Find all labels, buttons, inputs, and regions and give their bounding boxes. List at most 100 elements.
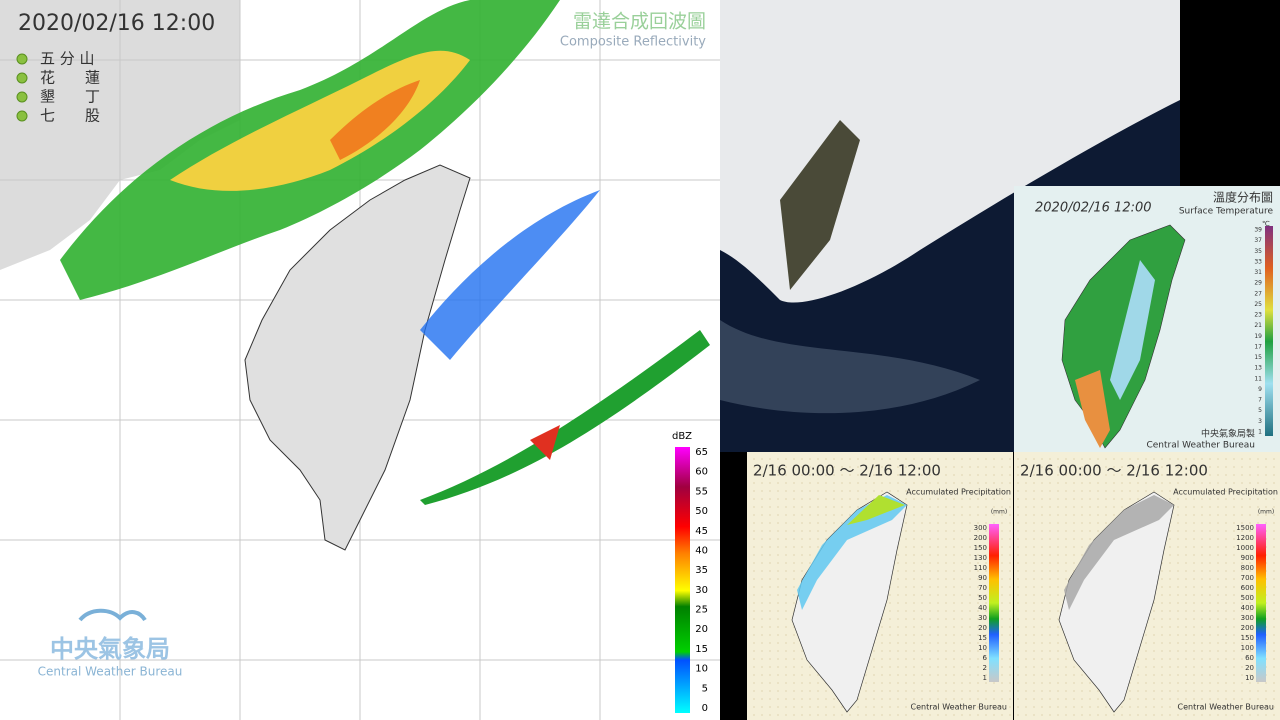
dbz-label: 5 [702, 683, 708, 694]
precip-colorbar [1256, 524, 1266, 682]
station-dot [16, 53, 28, 65]
precip-label: 300 [1241, 614, 1254, 622]
precip-label: 100 [1241, 644, 1254, 652]
precip-label: 150 [974, 544, 987, 552]
precip-label: 30 [978, 614, 987, 622]
precip-label: 900 [1241, 554, 1254, 562]
rain-area [797, 495, 907, 610]
temp-label: 15 [1254, 354, 1262, 361]
rain-heavy [847, 495, 905, 525]
radar-subtitle: Composite Reflectivity [560, 35, 706, 50]
precip-label: 6 [983, 654, 988, 662]
station-name: 花 蓮 [40, 69, 100, 87]
precip-label: 90 [978, 574, 987, 582]
temp-unit: ℃ [1262, 220, 1270, 228]
precip-agency-en: Central Weather Bureau [1178, 703, 1274, 712]
dbz-label: 15 [695, 644, 708, 655]
precip-label: 600 [1241, 584, 1254, 592]
temp-label: 19 [1254, 333, 1262, 340]
precip-label: 200 [974, 534, 987, 542]
precip-label: 2 [983, 664, 987, 672]
precip-title: Accumulated Precipitation [1173, 488, 1278, 497]
rain-area [1064, 495, 1174, 610]
dbz-label: 20 [695, 624, 708, 635]
precip-panel: 2/16 00:00 ～ 2/16 12:00 Accumulated Preci… [1014, 452, 1280, 720]
station-name: 七 股 [40, 107, 100, 125]
temp-title: 溫度分布圖 [1213, 190, 1273, 205]
precip-label: 130 [974, 554, 987, 562]
dbz-label: 45 [695, 526, 708, 537]
precip-label: 800 [1241, 564, 1254, 572]
radar-time: 2020/02/16 12:00 [18, 11, 215, 36]
temp-label: 9 [1258, 386, 1262, 393]
radar-panel [0, 0, 720, 720]
temp-time: 2020/02/16 12:00 [1035, 201, 1152, 216]
dbz-label: 30 [695, 585, 708, 596]
precip-label: 110 [974, 564, 987, 572]
agency: 中央氣象局 [50, 635, 170, 663]
temp-label: 27 [1254, 290, 1262, 297]
temp-subtitle: Surface Temperature [1179, 207, 1274, 217]
precip-label: 1000 [1236, 544, 1254, 552]
temp-label: 11 [1254, 375, 1262, 382]
precip-label: 1200 [1236, 534, 1254, 542]
precip-label: 150 [1241, 634, 1254, 642]
temp-label: 33 [1254, 258, 1262, 265]
station-dot [16, 91, 28, 103]
temp-label: 21 [1254, 322, 1262, 329]
precip-unit: (mm) [1258, 509, 1274, 516]
precip-label: 20 [1245, 664, 1254, 672]
temp-label: 29 [1254, 280, 1262, 287]
station-name: 墾 丁 [40, 88, 100, 106]
precip-unit: (mm) [991, 509, 1007, 516]
temp-label: 23 [1254, 312, 1262, 319]
precip-label: 15 [978, 634, 987, 642]
precip-label: 200 [1241, 624, 1254, 632]
precip-period: 2/16 00:00 ～ 2/16 12:00 [753, 462, 941, 480]
dbz-label: 60 [695, 467, 708, 478]
station-dot [16, 110, 28, 122]
precip-title: Accumulated Precipitation [906, 488, 1011, 497]
dbz-label: 40 [695, 545, 708, 556]
station-name: 五 分 山 [40, 50, 95, 68]
temp-label: 25 [1254, 301, 1262, 308]
satellite-image [720, 0, 1180, 452]
dbz-label: 55 [695, 486, 708, 497]
precip-label: 300 [974, 524, 987, 532]
temp-agency-en: Central Weather Bureau [1146, 441, 1255, 451]
station-dot [16, 72, 28, 84]
precip-label: 20 [978, 624, 987, 632]
dbz-label: 65 [695, 447, 708, 458]
precip-label: 400 [1241, 604, 1254, 612]
precip-label: 1500 [1236, 524, 1254, 532]
dbz-label: 25 [695, 605, 708, 616]
temp-label: 5 [1258, 407, 1262, 414]
dbz-label: 0 [702, 703, 708, 714]
precip-label: 700 [1241, 574, 1254, 582]
temp-label: 37 [1254, 237, 1262, 244]
dbz-label: 50 [695, 506, 708, 517]
temp-label: 39 [1254, 227, 1262, 234]
temp-label: 31 [1254, 269, 1262, 276]
temp-agency: 中央氣象局製 [1201, 428, 1255, 440]
temp-label: 1 [1258, 429, 1262, 436]
temp-label: 13 [1254, 365, 1262, 372]
temp-label: 35 [1254, 248, 1262, 255]
precip-label: 70 [978, 584, 987, 592]
precip-label: 10 [1245, 674, 1254, 682]
dbz-unit: dBZ [672, 431, 692, 442]
temp-label: 17 [1254, 343, 1262, 350]
temp-label: 7 [1258, 397, 1262, 404]
agency-en: Central Weather Bureau [38, 665, 183, 679]
temperature-panel [1014, 186, 1280, 452]
precip-agency-en: Central Weather Bureau [911, 703, 1007, 712]
precip-label: 10 [978, 644, 987, 652]
precip-colorbar [989, 524, 999, 682]
precip-label: 500 [1241, 594, 1254, 602]
radar-title: 雷達合成回波圖 [573, 11, 706, 33]
precip-label: 40 [978, 604, 987, 612]
dbz-colorbar [675, 447, 690, 713]
precip-label: 60 [1245, 654, 1254, 662]
